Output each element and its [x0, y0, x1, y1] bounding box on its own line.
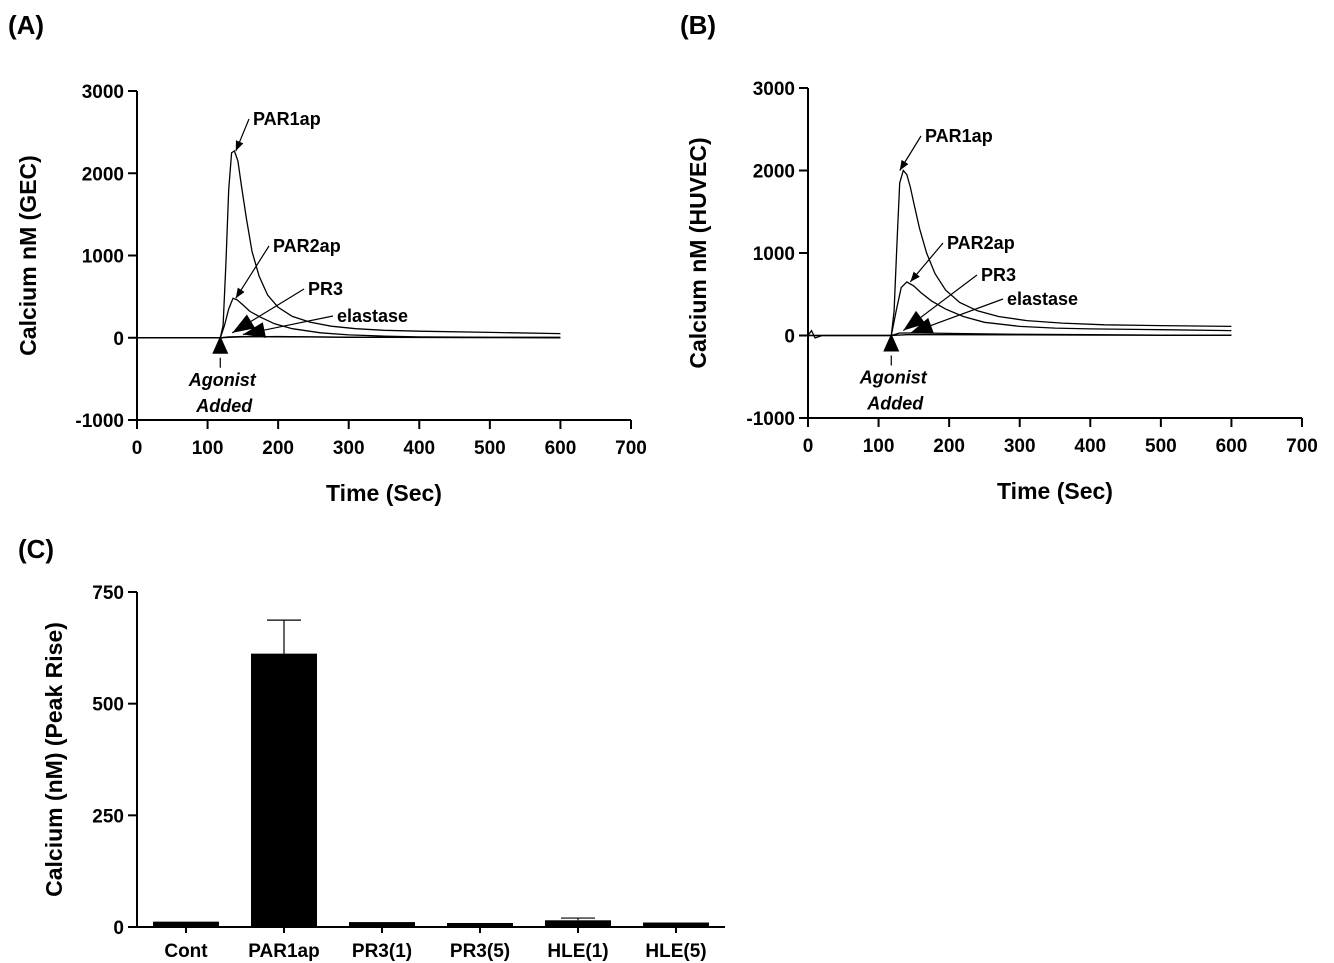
annotation-par2ap: PAR2ap	[273, 236, 341, 256]
annotation-arrowhead	[232, 314, 256, 333]
panel-a: (A) -1000 0 1000 2000 3000 0 100 200 300 400 500 600…	[8, 10, 647, 506]
panel-c: (C) 0 250 500 750 Calcium (nM) (Peak Rise) Con…	[18, 534, 725, 962]
y-tick-label: 500	[92, 695, 124, 716]
annotation-arrowhead	[910, 271, 920, 282]
y-tick-label: 0	[113, 918, 124, 939]
series-par1ap-line	[137, 150, 561, 339]
series-par2ap-line	[137, 297, 561, 339]
bar-cont	[153, 921, 219, 927]
panel-letter: (B)	[680, 10, 716, 40]
annotation-arrowhead	[899, 159, 909, 171]
agonist-label-line1: Agonist	[859, 368, 928, 388]
y-tick-label: 3000	[82, 82, 124, 103]
bar-pr31	[349, 922, 415, 927]
x-axis-title: Time (Sec)	[997, 478, 1113, 504]
panel-letter: (A)	[8, 10, 44, 40]
x-tick-label: PR3(5)	[450, 941, 510, 962]
x-tick-label: HLE(1)	[547, 941, 608, 962]
x-tick-label: 100	[192, 438, 224, 459]
x-tick-label: 100	[863, 436, 895, 457]
y-tick-label: 250	[92, 806, 124, 827]
y-tick-label: 2000	[753, 162, 795, 183]
series-elastase-line	[808, 334, 1232, 337]
annotation-arrowhead	[235, 287, 245, 299]
y-tick-label: 2000	[82, 164, 124, 185]
x-tick-label: 500	[474, 438, 506, 459]
x-axis-title: Time (Sec)	[326, 480, 442, 506]
annotation-arrowhead	[910, 317, 934, 334]
agonist-label-line2: Added	[866, 394, 924, 414]
annotation-elastase: elastase	[1007, 289, 1078, 309]
agonist-label-line1: Agonist	[188, 370, 257, 390]
y-tick-label: -1000	[746, 409, 795, 430]
x-tick-label: 400	[403, 438, 435, 459]
series-par1ap-line	[807, 169, 1232, 339]
x-tick-label: PAR1ap	[248, 941, 319, 962]
y-tick-label: 0	[784, 327, 795, 348]
annotation-par1ap: PAR1ap	[253, 109, 321, 129]
panel-letter: (C)	[18, 534, 54, 564]
annotation-arrowhead	[242, 322, 267, 338]
annotation-pr3: PR3	[981, 265, 1016, 285]
y-tick-label: 0	[113, 329, 124, 350]
series-elastase-line	[137, 335, 561, 339]
agonist-label-line2: Added	[195, 396, 253, 416]
annotation-pr3: PR3	[308, 279, 343, 299]
x-tick-label: 700	[615, 438, 647, 459]
annotation-arrowhead	[235, 140, 244, 152]
series-par2ap-line	[808, 281, 1232, 337]
x-tick-label: 0	[803, 436, 814, 457]
annotation-par2ap: PAR2ap	[947, 233, 1015, 253]
y-axis-title: Calcium (nM) (Peak Rise)	[41, 622, 67, 897]
x-tick-label: 200	[262, 438, 294, 459]
x-tick-label: 600	[1216, 436, 1248, 457]
panel-b: (B) -1000 0 1000 2000 3000 0 100 200 300 400 500 600…	[680, 10, 1318, 504]
annotation-elastase: elastase	[337, 306, 408, 326]
y-tick-label: 3000	[753, 79, 795, 100]
x-tick-label: 300	[1004, 436, 1036, 457]
annotation-par1ap: PAR1ap	[925, 126, 993, 146]
y-axis-title: Calcium nM (GEC)	[15, 155, 41, 356]
annotation-arrowhead	[903, 310, 926, 331]
bar-pr35	[447, 922, 513, 927]
y-axis-title: Calcium nM (HUVEC)	[685, 137, 711, 368]
x-tick-label: 600	[545, 438, 577, 459]
x-tick-label: 200	[933, 436, 965, 457]
x-tick-label: 500	[1145, 436, 1177, 457]
x-tick-label: 700	[1286, 436, 1318, 457]
y-tick-label: 1000	[82, 247, 124, 268]
x-tick-label: 0	[132, 438, 143, 459]
y-tick-label: 750	[92, 583, 124, 604]
bar-hle5	[643, 922, 709, 927]
agonist-arrowhead	[883, 333, 900, 352]
bar-hle1	[545, 920, 611, 927]
bar-par1ap	[251, 653, 317, 927]
agonist-arrowhead	[212, 335, 229, 354]
annotation-arrow	[235, 245, 270, 299]
x-tick-label: PR3(1)	[352, 941, 412, 962]
y-tick-label: -1000	[75, 411, 124, 432]
x-tick-label: 400	[1074, 436, 1106, 457]
x-tick-label: 300	[333, 438, 365, 459]
y-tick-label: 1000	[753, 244, 795, 265]
x-tick-label: HLE(5)	[645, 941, 706, 962]
x-tick-label: Cont	[164, 941, 208, 962]
